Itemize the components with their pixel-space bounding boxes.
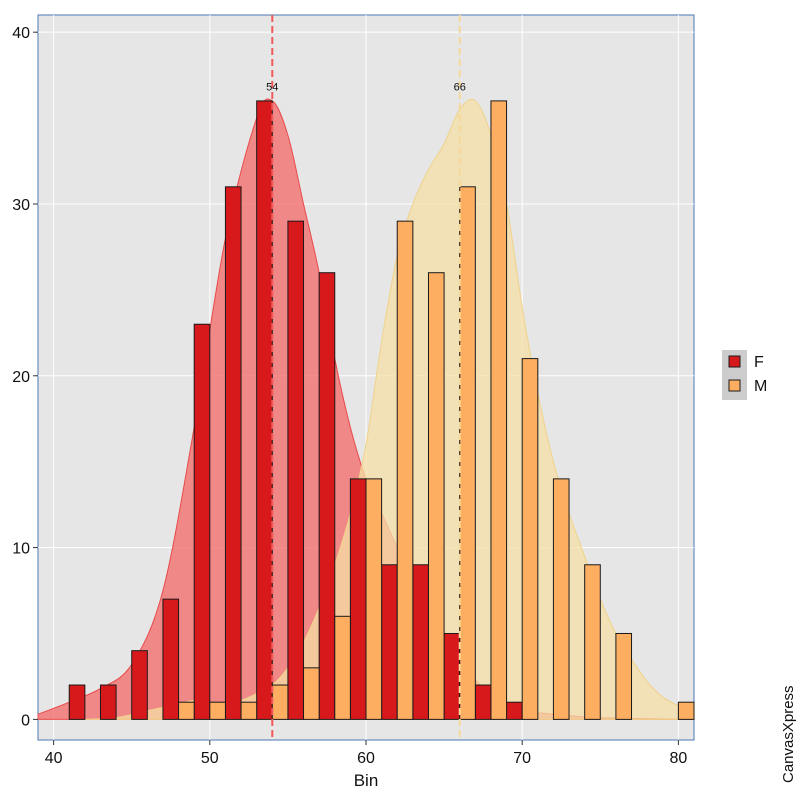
y-tick-label: 10 — [12, 541, 30, 558]
bar-F — [68, 684, 86, 720]
histogram-bars — [68, 100, 695, 720]
x-axis-title: Bin — [354, 771, 379, 790]
x-tick-label: 70 — [513, 750, 531, 767]
y-axis-ticks: 0 10 20 30 40 — [12, 25, 38, 729]
reference-label-F: 54 — [266, 82, 278, 94]
bar-M — [240, 701, 258, 720]
bar-M — [427, 272, 445, 720]
x-tick-label: 50 — [201, 750, 219, 767]
bar-M — [271, 684, 289, 720]
bar-M — [552, 478, 570, 720]
bar-F — [162, 598, 180, 720]
bar-F — [99, 684, 117, 720]
x-tick-label: 60 — [357, 750, 375, 767]
legend-swatch-M — [728, 379, 741, 392]
bar-M — [209, 701, 226, 720]
watermark: CanvasXpress — [780, 685, 797, 783]
bar-F — [412, 564, 429, 720]
bar-M — [521, 358, 539, 720]
y-tick-label: 20 — [12, 369, 30, 386]
x-tick-label: 80 — [669, 750, 687, 767]
bar-M — [459, 186, 476, 720]
legend-label-F: F — [754, 354, 764, 371]
bar-M — [178, 701, 195, 720]
bar-F — [474, 684, 492, 720]
bar-M — [615, 632, 633, 720]
bar-F — [131, 650, 148, 720]
x-axis-ticks: 40 50 60 70 80 — [45, 740, 687, 767]
y-tick-label: 0 — [21, 712, 30, 729]
y-tick-label: 30 — [12, 197, 30, 214]
legend: FM — [722, 350, 767, 400]
reference-label-M: 66 — [454, 82, 466, 94]
bar-F — [349, 478, 367, 720]
bar-F — [381, 564, 398, 720]
bar-M — [677, 701, 695, 720]
bar-M — [490, 100, 508, 720]
bar-F — [443, 632, 461, 720]
legend-label-M: M — [754, 378, 767, 395]
bar-F — [256, 100, 273, 720]
bar-M — [303, 667, 320, 720]
bar-F — [193, 323, 211, 720]
bar-M — [365, 478, 383, 720]
bar-M — [396, 220, 414, 720]
y-tick-label: 40 — [12, 25, 30, 42]
x-tick-label: 40 — [45, 750, 63, 767]
bar-M — [584, 564, 601, 720]
bar-F — [287, 220, 305, 720]
bar-F — [506, 701, 523, 720]
bar-M — [334, 615, 351, 720]
legend-swatch-F — [728, 355, 741, 368]
bar-F — [318, 272, 336, 720]
bar-F — [224, 186, 242, 720]
reference-lines: 54 66 — [266, 15, 466, 740]
